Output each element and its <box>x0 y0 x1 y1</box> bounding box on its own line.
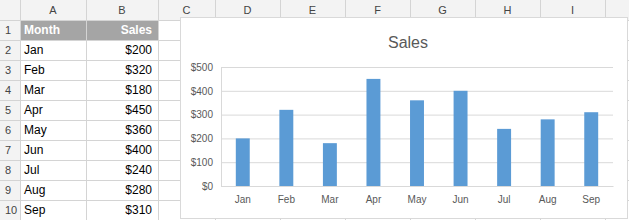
row-number: 6 <box>5 124 11 136</box>
table-cell: Jul <box>24 163 39 177</box>
y-tick-label: $300 <box>191 109 214 120</box>
chart: Sales $0 $100 $200 $300 $400 $500 Jan Feb Mar Apr M… <box>181 18 628 219</box>
row-number: 8 <box>5 164 11 176</box>
y-tick-label: $100 <box>191 157 214 168</box>
table-cell: Apr <box>24 103 43 117</box>
table-cell: $180 <box>125 83 152 97</box>
table-cell: $280 <box>125 183 152 197</box>
x-tick: Aug <box>539 194 557 205</box>
y-tick: $300 <box>191 109 613 120</box>
bar <box>323 143 337 186</box>
row-header-bar <box>0 0 20 220</box>
table-cell: Jan <box>24 43 43 57</box>
grid-line <box>221 91 613 92</box>
row-number: 10 <box>5 204 17 216</box>
column-letter: D <box>244 4 252 16</box>
bar <box>279 110 293 186</box>
x-tick-label: Apr <box>366 194 382 205</box>
bar <box>236 138 250 186</box>
x-tick-label: May <box>408 194 427 205</box>
column-letter: E <box>309 4 316 16</box>
column-letter: C <box>183 4 191 16</box>
x-tick-label: Jan <box>235 194 251 205</box>
y-tick: $500 <box>191 62 613 73</box>
table-cell: Mar <box>24 83 45 97</box>
x-tick-label: Jul <box>498 194 511 205</box>
x-tick: Mar <box>321 194 339 205</box>
x-axis-line <box>222 186 614 187</box>
bar <box>410 100 424 186</box>
x-tick: Jan <box>235 194 251 205</box>
x-tick: Sep <box>582 194 600 205</box>
table-header: Month <box>24 23 60 37</box>
y-axis-line <box>222 68 614 187</box>
column-letter: I <box>571 4 574 16</box>
table-cell: $450 <box>125 103 152 117</box>
sheet-col-line <box>158 0 159 220</box>
table-cell: Aug <box>24 183 45 197</box>
chart-frame <box>181 18 628 219</box>
column-letter: H <box>504 4 512 16</box>
row-number: 3 <box>5 64 11 76</box>
x-tick-label: Feb <box>278 194 296 205</box>
bar <box>497 129 511 186</box>
spreadsheet: A B C D E F G H I 1 2 3 4 5 6 7 8 9 10 Month Sales Jan $200 Feb… <box>0 0 629 220</box>
grid-line <box>221 67 613 68</box>
column-letter: F <box>374 4 381 16</box>
row-number: 1 <box>5 24 11 36</box>
bar <box>541 119 555 186</box>
column-letter: A <box>49 4 57 16</box>
chart-title: Sales <box>388 34 428 51</box>
table-cell: $320 <box>125 63 152 77</box>
table-cell: $240 <box>125 163 152 177</box>
screen: A B C D E F G H I 1 2 3 4 5 6 7 8 9 10 Month Sales Jan $200 Feb… <box>0 0 629 220</box>
x-tick: Jul <box>498 194 511 205</box>
x-tick: Jun <box>452 194 468 205</box>
row-number: 9 <box>5 184 11 196</box>
row-number: 4 <box>5 84 11 96</box>
sheet-col-line <box>86 0 87 220</box>
column-letter: B <box>118 4 125 16</box>
table-cell: May <box>24 123 47 137</box>
x-tick: May <box>408 194 427 205</box>
y-tick-label: $0 <box>202 181 214 192</box>
y-tick: $400 <box>191 86 613 97</box>
table-cell: $360 <box>125 123 152 137</box>
y-tick-label: $400 <box>191 86 214 97</box>
column-letter: G <box>438 4 447 16</box>
table-cell: Sep <box>24 203 46 217</box>
plot: $0 $100 $200 $300 $400 $500 Jan Feb Mar Apr May Jun… <box>191 62 614 205</box>
row-number: 2 <box>5 44 11 56</box>
table-cell: Feb <box>24 63 45 77</box>
x-tick: Apr <box>366 194 382 205</box>
x-tick-label: Sep <box>582 194 600 205</box>
table-cell: Jun <box>24 143 43 157</box>
row-number: 7 <box>5 144 11 156</box>
x-tick-label: Jun <box>452 194 468 205</box>
table-header: Sales <box>121 23 153 37</box>
grid-line <box>221 186 613 187</box>
bar <box>366 79 380 186</box>
x-tick: Feb <box>278 194 296 205</box>
y-axis: $0 $100 $200 $300 $400 $500 <box>191 62 613 192</box>
bar <box>584 112 598 186</box>
row-number: 5 <box>5 104 11 116</box>
x-axis: Jan Feb Mar Apr May Jun Jul Aug Sep <box>222 187 614 206</box>
table-cell: $200 <box>125 43 152 57</box>
bars <box>236 79 598 186</box>
table-cell: $400 <box>125 143 152 157</box>
x-tick-label: Aug <box>539 194 557 205</box>
table-header-fill <box>20 20 158 40</box>
sheet-col-line <box>20 0 21 220</box>
y-tick-label: $200 <box>191 133 214 144</box>
bar <box>454 91 468 186</box>
x-tick-label: Mar <box>321 194 339 205</box>
table-cell: $310 <box>125 203 152 217</box>
y-tick-label: $500 <box>191 62 214 73</box>
